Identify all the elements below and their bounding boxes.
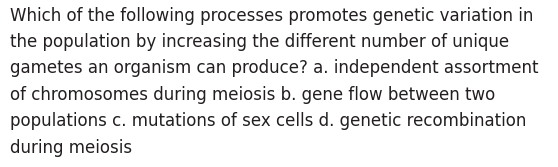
Text: populations c. mutations of sex cells d. genetic recombination: populations c. mutations of sex cells d.… (10, 112, 526, 130)
Text: Which of the following processes promotes genetic variation in: Which of the following processes promote… (10, 7, 533, 25)
Text: during meiosis: during meiosis (10, 139, 132, 157)
Text: of chromosomes during meiosis b. gene flow between two: of chromosomes during meiosis b. gene fl… (10, 86, 496, 104)
Text: the population by increasing the different number of unique: the population by increasing the differe… (10, 33, 509, 51)
Text: gametes an organism can produce? a. independent assortment: gametes an organism can produce? a. inde… (10, 59, 538, 77)
